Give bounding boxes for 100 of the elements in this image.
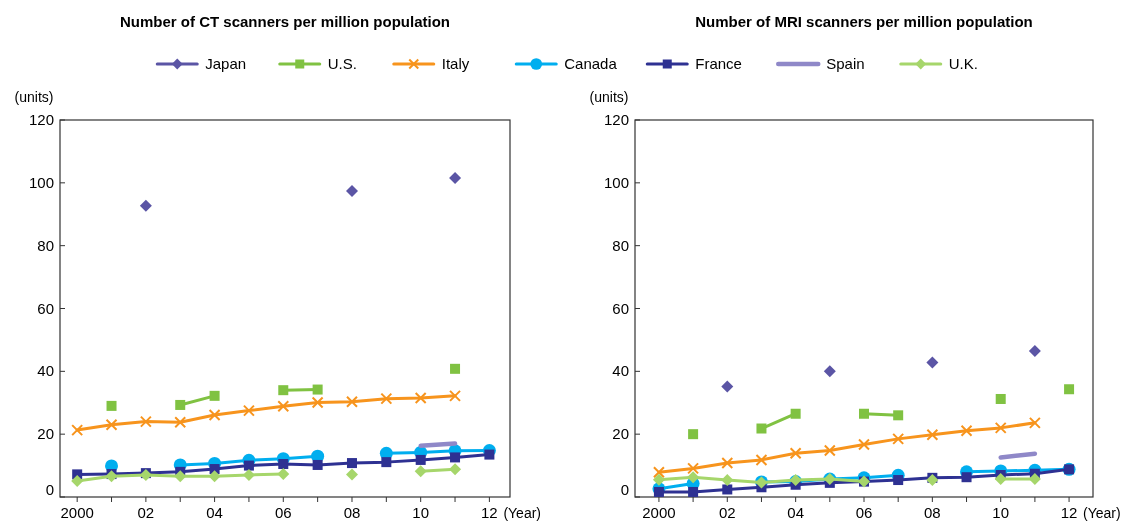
point (380, 392, 393, 405)
point (345, 468, 358, 481)
point (995, 393, 1006, 404)
point (926, 356, 939, 369)
point (209, 390, 220, 401)
point (450, 452, 461, 463)
point (312, 459, 323, 470)
point (105, 418, 118, 431)
y-tick-label: 40 (612, 362, 629, 380)
point (311, 396, 324, 409)
x-tick-label: 12 (481, 504, 498, 521)
point (345, 395, 358, 408)
y-tick-label: 20 (612, 425, 629, 443)
point (175, 399, 186, 410)
legend-label: Canada (564, 55, 618, 72)
x-tick-label: 06 (855, 504, 873, 521)
y-tick-label: 60 (37, 299, 54, 317)
y-tick-label: 40 (37, 362, 54, 380)
point (960, 424, 973, 437)
x-tick-label: 06 (274, 504, 292, 521)
point (277, 400, 290, 413)
y-axis-title: (units) (14, 89, 54, 105)
chart-title: Number of MRI scanners per million population (695, 13, 1033, 30)
y-tick-label: 80 (37, 236, 54, 254)
x-tick-label: 02 (137, 504, 155, 521)
x-tick-label: 02 (718, 504, 736, 521)
point (789, 447, 802, 460)
legend-label: U.K. (948, 55, 978, 72)
y-tick-label: 80 (612, 236, 629, 254)
point (278, 385, 289, 396)
point (449, 463, 462, 476)
x-tick-label: 04 (787, 504, 804, 521)
point (346, 458, 357, 469)
y-tick-label: 100 (28, 173, 54, 191)
y-tick-label: 0 (45, 481, 54, 498)
x-tick-label: 08 (924, 504, 941, 521)
point (961, 472, 972, 483)
x-axis-title: (Year) (503, 505, 542, 521)
x-tick-label: 04 (206, 504, 223, 521)
point (687, 462, 700, 475)
x-tick-label: 08 (343, 504, 361, 521)
point (688, 429, 699, 440)
x-tick-label: 2000 (60, 504, 94, 521)
point (893, 410, 904, 421)
y-tick-label: 60 (612, 299, 629, 317)
point (345, 185, 358, 197)
point (721, 380, 734, 393)
point (139, 199, 152, 212)
point (312, 384, 323, 395)
point (449, 389, 462, 402)
point (892, 432, 905, 445)
point (1064, 384, 1075, 395)
point (71, 474, 84, 487)
point (721, 457, 734, 470)
y-tick-label: 100 (603, 173, 629, 191)
point (174, 416, 187, 429)
point (790, 408, 801, 419)
legend-label: Italy (441, 55, 470, 72)
point (242, 404, 255, 417)
y-axis-title: (units) (589, 89, 629, 105)
point (415, 454, 426, 465)
point (653, 486, 664, 497)
point (381, 457, 392, 468)
point (994, 421, 1007, 434)
point (652, 466, 665, 479)
point (484, 449, 495, 460)
point (277, 468, 290, 481)
point (893, 475, 904, 486)
x-tick-label: 10 (992, 504, 1010, 521)
x-tick-label: 2000 (642, 504, 676, 521)
point (139, 415, 152, 428)
point (687, 471, 700, 484)
point (450, 363, 461, 374)
y-tick-label: 0 (620, 481, 629, 498)
point (208, 470, 221, 483)
point (823, 444, 836, 457)
legend-label: Japan (205, 55, 247, 72)
point (71, 424, 84, 437)
point (823, 365, 836, 378)
point (755, 453, 768, 466)
point (859, 408, 869, 419)
point (449, 172, 462, 185)
chart-title: Number of CT scanners per million population (119, 13, 451, 30)
y-tick-label: 120 (603, 111, 629, 128)
point (652, 473, 665, 486)
point (858, 438, 870, 451)
point (1028, 416, 1041, 429)
point (278, 459, 289, 470)
point (926, 428, 939, 441)
point (208, 409, 221, 421)
x-tick-label: 12 (1060, 504, 1078, 521)
point (994, 473, 1007, 486)
x-axis-title: (Year) (1083, 505, 1121, 521)
point (926, 474, 939, 487)
y-tick-label: 120 (28, 111, 54, 128)
point (1028, 344, 1041, 357)
point (688, 486, 699, 497)
point (106, 400, 117, 411)
point (722, 484, 733, 495)
point (414, 465, 427, 478)
